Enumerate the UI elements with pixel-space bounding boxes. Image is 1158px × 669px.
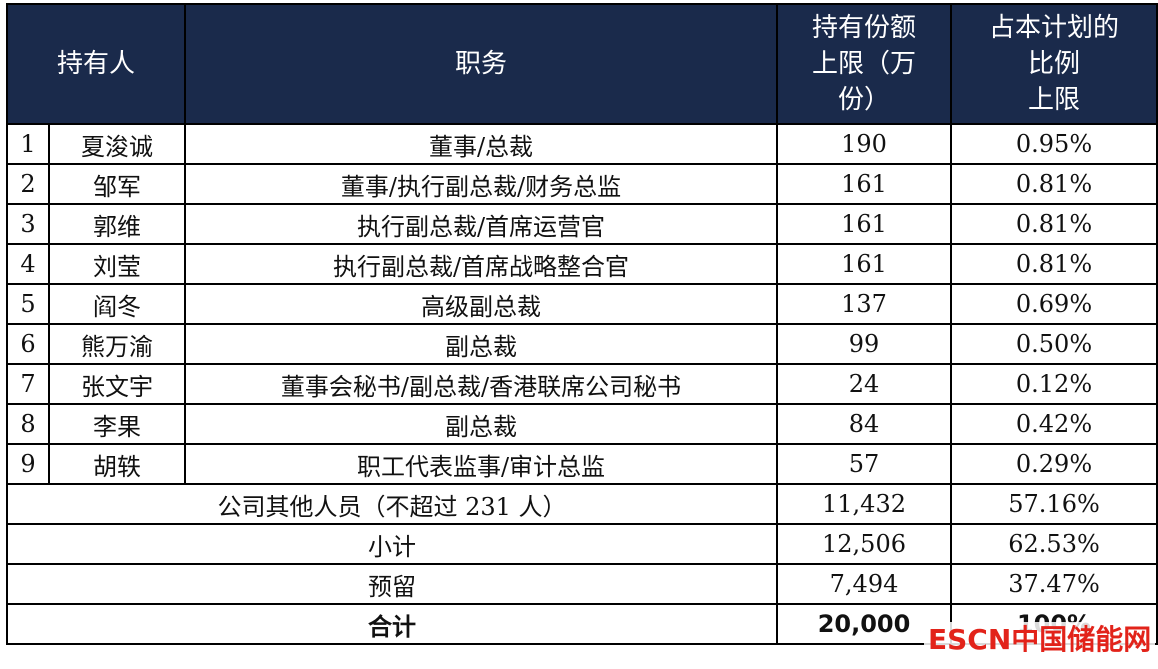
summary-row-subtotal: 小计 12,506 62.53% bbox=[5, 523, 1158, 565]
summary-label: 公司其他人员（不超过 231 人） bbox=[5, 483, 779, 525]
header-amount-line: 上限（万 bbox=[812, 49, 917, 79]
header-holder: 持有人 bbox=[5, 3, 187, 125]
table-row: 6 熊万渝 副总裁 99 0.50% bbox=[6, 323, 1158, 365]
row-number: 8 bbox=[6, 403, 50, 445]
summary-amount: 12,506 bbox=[776, 523, 953, 565]
holding-amount: 24 bbox=[776, 363, 953, 405]
holder-name: 李果 bbox=[47, 403, 187, 445]
holding-ratio: 0.81% bbox=[950, 203, 1158, 245]
table-row: 4 刘莹 执行副总裁/首席战略整合官 161 0.81% bbox=[6, 243, 1158, 285]
summary-amount: 20,000 bbox=[776, 603, 953, 645]
holding-ratio: 0.95% bbox=[950, 123, 1158, 165]
table-row: 1 夏浚诚 董事/总裁 190 0.95% bbox=[6, 123, 1158, 165]
row-number: 7 bbox=[6, 363, 50, 405]
holder-name: 阎冬 bbox=[47, 283, 187, 325]
header-ratio-line: 占本计划的 bbox=[989, 13, 1120, 43]
holder-name: 熊万渝 bbox=[47, 323, 187, 365]
header-row: 持有人 职务 持有份额 上限（万 份） 占本计划的 比例 上限 bbox=[5, 3, 1158, 125]
header-ratio-line: 比例 bbox=[1028, 49, 1081, 79]
holder-name: 胡轶 bbox=[47, 443, 187, 485]
table-row: 7 张文宇 董事会秘书/副总裁/香港联席公司秘书 24 0.12% bbox=[6, 363, 1158, 405]
holding-ratio: 0.42% bbox=[950, 403, 1158, 445]
summary-row-reserved: 预留 7,494 37.47% bbox=[5, 563, 1158, 605]
holder-name: 刘莹 bbox=[47, 243, 187, 285]
header-amount: 持有份额 上限（万 份） bbox=[776, 3, 953, 125]
table-row: 8 李果 副总裁 84 0.42% bbox=[6, 403, 1158, 445]
row-number: 2 bbox=[6, 163, 50, 205]
row-number: 1 bbox=[6, 123, 50, 165]
holding-amount: 190 bbox=[776, 123, 953, 165]
header-amount-line: 持有份额 bbox=[812, 13, 917, 43]
holder-name: 夏浚诚 bbox=[47, 123, 187, 165]
row-number: 5 bbox=[6, 283, 50, 325]
holder-role: 董事会秘书/副总裁/香港联席公司秘书 bbox=[184, 363, 779, 405]
holding-ratio: 0.29% bbox=[950, 443, 1158, 485]
header-ratio: 占本计划的 比例 上限 bbox=[950, 3, 1158, 125]
summary-row-others: 公司其他人员（不超过 231 人） 11,432 57.16% bbox=[5, 483, 1158, 525]
summary-ratio: 62.53% bbox=[950, 523, 1158, 565]
holdings-table: 持有人 职务 持有份额 上限（万 份） 占本计划的 比例 上限 1 夏浚诚 董事… bbox=[5, 3, 1158, 645]
holding-amount: 161 bbox=[776, 163, 953, 205]
table-row: 5 阎冬 高级副总裁 137 0.69% bbox=[6, 283, 1158, 325]
holder-name: 郭维 bbox=[47, 203, 187, 245]
holding-amount: 99 bbox=[776, 323, 953, 365]
summary-amount: 7,494 bbox=[776, 563, 953, 605]
holding-amount: 161 bbox=[776, 203, 953, 245]
summary-label: 预留 bbox=[5, 563, 779, 605]
holder-role: 副总裁 bbox=[184, 403, 779, 445]
watermark-logo: ESCN中国储能网 bbox=[924, 622, 1156, 658]
header-role: 职务 bbox=[184, 3, 779, 125]
row-number: 3 bbox=[6, 203, 50, 245]
table-row: 2 邹军 董事/执行副总裁/财务总监 161 0.81% bbox=[6, 163, 1158, 205]
holder-role: 执行副总裁/首席战略整合官 bbox=[184, 243, 779, 285]
holder-role: 董事/执行副总裁/财务总监 bbox=[184, 163, 779, 205]
holding-amount: 161 bbox=[776, 243, 953, 285]
holder-name: 邹军 bbox=[47, 163, 187, 205]
row-number: 9 bbox=[6, 443, 50, 485]
header-ratio-line: 上限 bbox=[1028, 85, 1081, 115]
holder-name: 张文宇 bbox=[47, 363, 187, 405]
holding-ratio: 0.81% bbox=[950, 243, 1158, 285]
holding-ratio: 0.50% bbox=[950, 323, 1158, 365]
header-amount-line: 份） bbox=[838, 85, 891, 115]
holding-amount: 137 bbox=[776, 283, 953, 325]
holding-ratio: 0.12% bbox=[950, 363, 1158, 405]
table-row: 9 胡轶 职工代表监事/审计总监 57 0.29% bbox=[6, 443, 1158, 485]
holding-ratio: 0.69% bbox=[950, 283, 1158, 325]
summary-ratio: 57.16% bbox=[950, 483, 1158, 525]
summary-label: 小计 bbox=[5, 523, 779, 565]
holder-role: 董事/总裁 bbox=[184, 123, 779, 165]
holder-role: 副总裁 bbox=[184, 323, 779, 365]
row-number: 6 bbox=[6, 323, 50, 365]
summary-label: 合计 bbox=[5, 603, 779, 645]
holding-amount: 57 bbox=[776, 443, 953, 485]
summary-amount: 11,432 bbox=[776, 483, 953, 525]
holder-role: 高级副总裁 bbox=[184, 283, 779, 325]
holding-amount: 84 bbox=[776, 403, 953, 445]
summary-ratio: 37.47% bbox=[950, 563, 1158, 605]
holder-role: 职工代表监事/审计总监 bbox=[184, 443, 779, 485]
table-row: 3 郭维 执行副总裁/首席运营官 161 0.81% bbox=[6, 203, 1158, 245]
row-number: 4 bbox=[6, 243, 50, 285]
holding-ratio: 0.81% bbox=[950, 163, 1158, 205]
holder-role: 执行副总裁/首席运营官 bbox=[184, 203, 779, 245]
